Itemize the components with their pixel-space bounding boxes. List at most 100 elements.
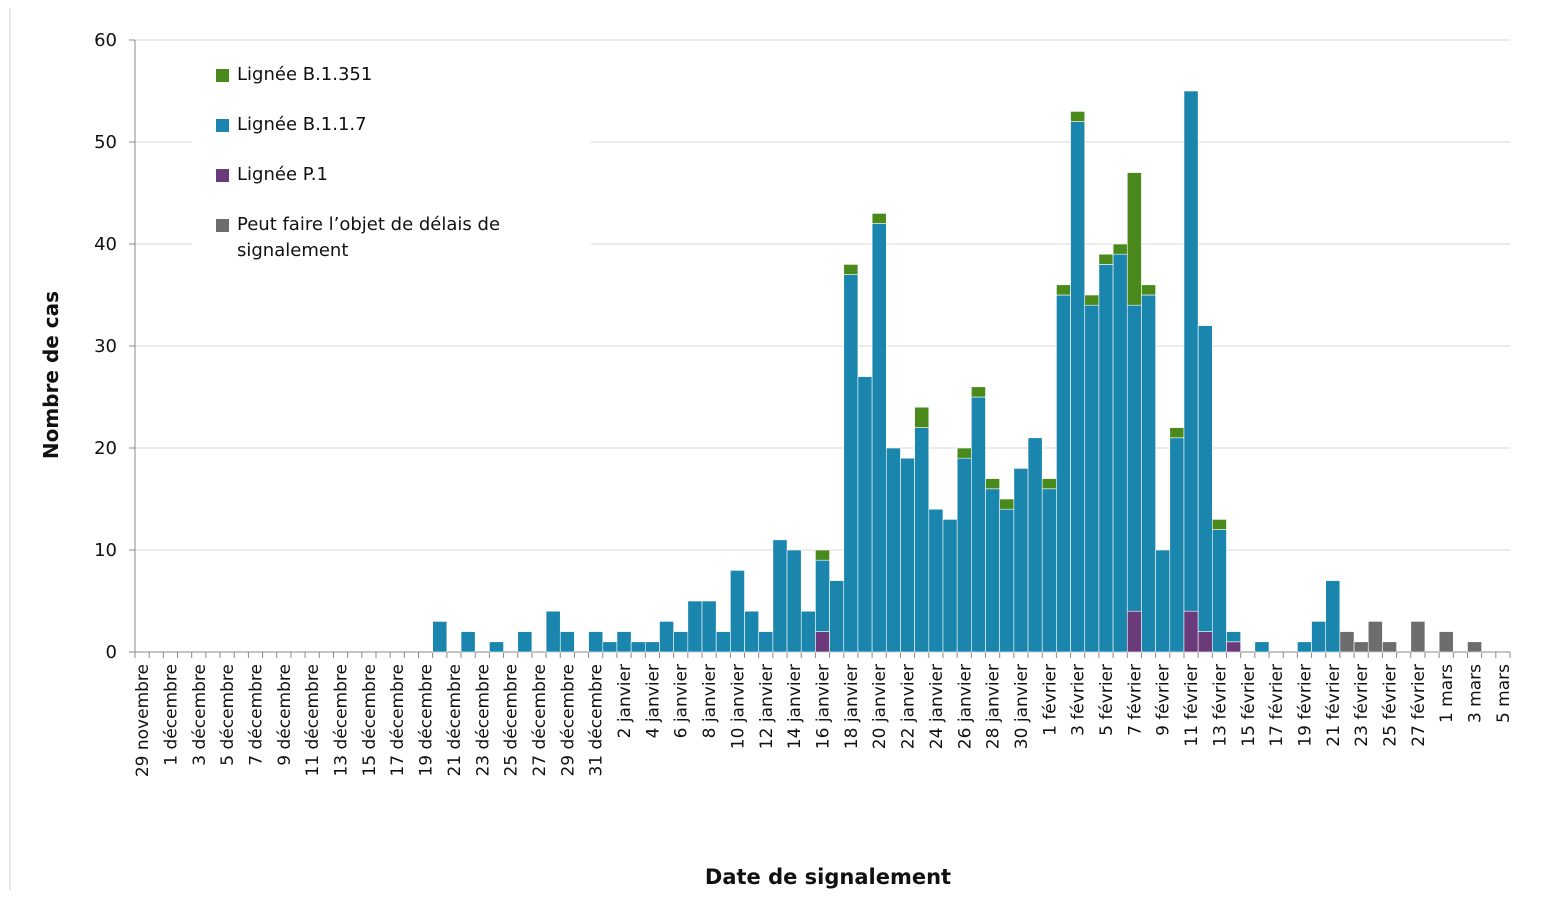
x-tick-label: 7 décembre xyxy=(246,664,266,766)
y-axis-title: Nombre de cas xyxy=(39,291,63,459)
y-tick-label: 20 xyxy=(94,438,117,459)
bar-segment xyxy=(1212,519,1227,530)
legend-swatch xyxy=(216,169,229,182)
bar-segment xyxy=(772,539,788,653)
bar-segment xyxy=(1254,641,1270,653)
bar-segment xyxy=(971,386,986,398)
bar-segment xyxy=(800,610,816,653)
legend: Lignée B.1.351 Lignée B.1.1.7 Lignée P.1 Pe… xyxy=(192,58,591,272)
x-tick-label: 4 janvier xyxy=(643,664,663,738)
bar-segment xyxy=(985,488,1000,653)
x-tick-label: 27 février xyxy=(1409,664,1429,747)
x-tick-label: 9 février xyxy=(1154,664,1174,736)
bar-segment xyxy=(730,570,745,653)
x-tick-label: 16 janvier xyxy=(814,664,834,749)
bar-segment xyxy=(673,631,689,653)
legend-label: Lignée B.1.1.7 xyxy=(237,114,367,135)
bar-segment xyxy=(588,631,604,653)
y-tick-label: 40 xyxy=(94,234,117,255)
legend-label: Lignée B.1.351 xyxy=(237,64,373,85)
x-tick-label: 5 décembre xyxy=(218,664,238,766)
bar-segment xyxy=(602,641,618,653)
x-tick-label: 29 novembre xyxy=(133,664,153,777)
bar-segment xyxy=(645,641,660,653)
x-axis-title: Date de signalement xyxy=(705,865,951,889)
bar-segment xyxy=(1410,621,1426,653)
bar-segment xyxy=(432,621,448,653)
bar-segment xyxy=(1041,488,1057,653)
x-tick-label: 25 décembre xyxy=(502,664,522,777)
bar-segment xyxy=(1183,610,1199,653)
bar-segment xyxy=(616,631,632,653)
bar-segment xyxy=(815,559,830,632)
bar-segment xyxy=(1325,580,1341,653)
bar-segment xyxy=(1467,641,1482,653)
bar-segment xyxy=(956,457,972,653)
x-tick-label: 14 janvier xyxy=(785,664,805,749)
bar-segment xyxy=(1155,549,1171,653)
x-tick-label: 6 janvier xyxy=(672,664,692,738)
x-tick-label: 24 janvier xyxy=(927,664,947,749)
bar-segment xyxy=(1141,284,1156,296)
bar-segment xyxy=(1126,304,1142,612)
bar-segment xyxy=(1438,631,1454,653)
x-tick-label: 21 décembre xyxy=(445,664,465,777)
x-tick-label: 15 décembre xyxy=(360,664,380,777)
bar-segment xyxy=(1339,631,1355,653)
bar-segment xyxy=(885,447,901,653)
bar-segment xyxy=(1013,468,1029,653)
x-tick-label: 3 mars xyxy=(1466,664,1486,723)
x-tick-label: 9 décembre xyxy=(275,664,295,766)
x-tick-label: 23 décembre xyxy=(473,664,493,777)
x-tick-label: 29 décembre xyxy=(558,664,578,777)
x-tick-label: 20 janvier xyxy=(870,664,890,749)
bar-segment xyxy=(815,549,830,561)
bar-segment xyxy=(489,641,504,653)
bar-segment xyxy=(1098,264,1114,653)
bar-segment xyxy=(1169,427,1185,439)
y-tick-label: 60 xyxy=(94,30,117,51)
bar-segment xyxy=(1226,631,1241,643)
bar-segment xyxy=(659,621,674,653)
bar-segment xyxy=(545,610,561,653)
x-tick-label: 1 février xyxy=(1040,664,1060,736)
bar-segment xyxy=(1126,172,1142,306)
bar-segment xyxy=(999,498,1015,510)
x-tick-label: 1 mars xyxy=(1437,664,1457,723)
x-tick-label: 5 mars xyxy=(1494,664,1514,723)
bar-segment xyxy=(1169,437,1185,653)
x-tick-label: 8 janvier xyxy=(700,664,720,738)
x-tick-label: 31 décembre xyxy=(587,664,607,777)
bar-segment xyxy=(460,631,476,653)
bar-segment xyxy=(715,631,731,653)
x-tick-label: 15 février xyxy=(1239,664,1259,747)
bar-segment xyxy=(1382,641,1397,653)
legend-item: Lignée B.1.1.7 xyxy=(216,112,591,138)
legend-swatch xyxy=(216,219,229,232)
legend-label: Peut faire l’objet de délais de signalem… xyxy=(237,214,501,261)
bar-segment xyxy=(1112,253,1128,653)
legend-item: Lignée B.1.351 xyxy=(216,62,591,88)
bar-segment xyxy=(1311,621,1327,653)
bar-segment xyxy=(1056,294,1071,653)
x-tick-label: 1 décembre xyxy=(161,664,181,766)
bar-segment xyxy=(871,223,887,653)
legend-label: Lignée P.1 xyxy=(237,164,328,185)
bar-segment xyxy=(517,631,533,653)
bar-segment xyxy=(843,264,859,275)
bar-segment xyxy=(1183,90,1199,612)
bar-segment xyxy=(744,610,760,653)
bar-segment xyxy=(1070,121,1086,653)
bar-segment xyxy=(758,631,774,653)
bar-segment xyxy=(1226,641,1241,653)
bar-segment xyxy=(701,600,717,653)
bar-segment xyxy=(900,457,915,653)
legend-swatch xyxy=(216,119,229,132)
bar-segment xyxy=(985,478,1000,490)
bar-segment xyxy=(630,641,646,653)
x-tick-label: 30 janvier xyxy=(1012,664,1032,749)
x-tick-label: 28 janvier xyxy=(984,664,1004,749)
bar-segment xyxy=(1212,529,1227,653)
bar-segment xyxy=(928,508,944,653)
